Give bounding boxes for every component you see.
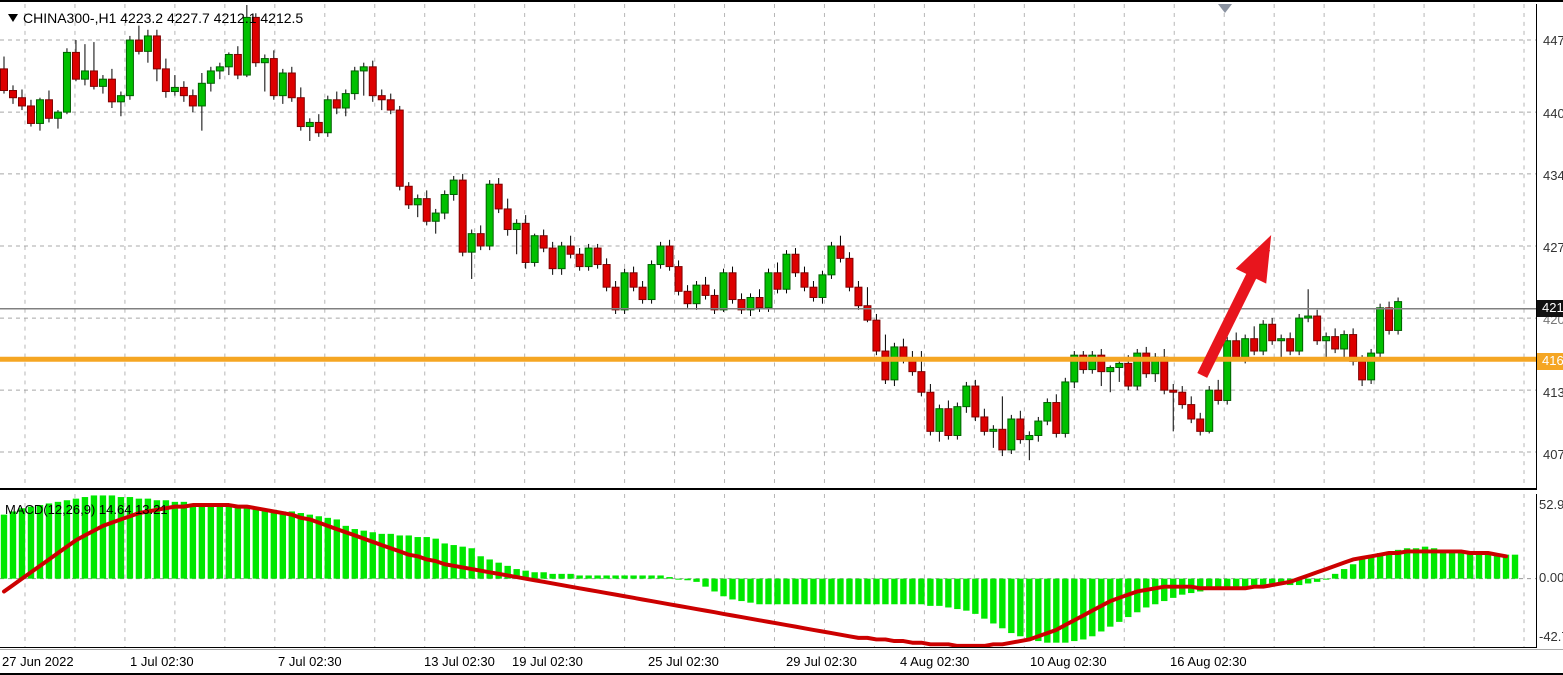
chart-title-text: CHINA300-,H1 4223.2 4227.7 4212.1 4212.5	[23, 10, 304, 26]
macd-signal-line	[1, 503, 1509, 647]
macd-indicator-panel[interactable]: MACD(12,26,9) 14.64 13.21	[0, 494, 1537, 648]
price-chart-canvas	[0, 4, 1536, 488]
macd-chart-canvas	[0, 494, 1536, 647]
time-axis-tick: 10 Aug 02:30	[1030, 654, 1107, 669]
macd-label: MACD(12,26,9) 14.64 13.21	[5, 502, 168, 517]
triangle-down-icon[interactable]	[8, 14, 18, 23]
chart-title: CHINA300-,H1 4223.2 4227.7 4212.1 4212.5	[8, 10, 303, 26]
price-axis-tick: 413	[1543, 384, 1563, 400]
support-level-badge[interactable]: 416	[1537, 352, 1563, 370]
macd-axis-tick: -42.7	[1539, 629, 1563, 644]
time-axis-tick: 4 Aug 02:30	[900, 654, 970, 669]
time-axis-tick: 7 Jul 02:30	[278, 654, 342, 669]
price-axis-tick: 427	[1543, 240, 1563, 255]
time-axis-tick: 13 Jul 02:30	[424, 654, 495, 669]
triangle-down-marker-icon[interactable]	[1218, 4, 1232, 13]
price-axis-tick: 434	[1543, 167, 1563, 183]
time-axis-tick: 25 Jul 02:30	[648, 654, 719, 669]
time-axis[interactable]: 27 Jun 2022 1 Jul 02:30 7 Jul 02:30 13 Jul …	[0, 649, 1563, 673]
time-axis-tick: 27 Jun 2022	[2, 654, 74, 669]
time-axis-tick: 19 Jul 02:30	[512, 654, 583, 669]
price-axis-tick: 440	[1543, 105, 1563, 121]
price-axis-tick: 407	[1543, 446, 1563, 462]
last-price-badge: 421	[1537, 300, 1563, 318]
macd-axis-tick: 52.9	[1539, 497, 1563, 512]
price-axis-tick: 447	[1543, 33, 1563, 49]
time-axis-tick: 29 Jul 02:30	[786, 654, 857, 669]
macd-axis-tick: 0.00	[1539, 570, 1563, 586]
bullish-arrow-annotation	[1197, 235, 1272, 378]
candlestick-series	[0, 5, 1403, 461]
macd-histogram	[0, 495, 1519, 643]
time-axis-tick: 1 Jul 02:30	[130, 654, 194, 669]
time-axis-tick: 16 Aug 02:30	[1170, 654, 1247, 669]
price-chart-panel[interactable]	[0, 4, 1537, 490]
